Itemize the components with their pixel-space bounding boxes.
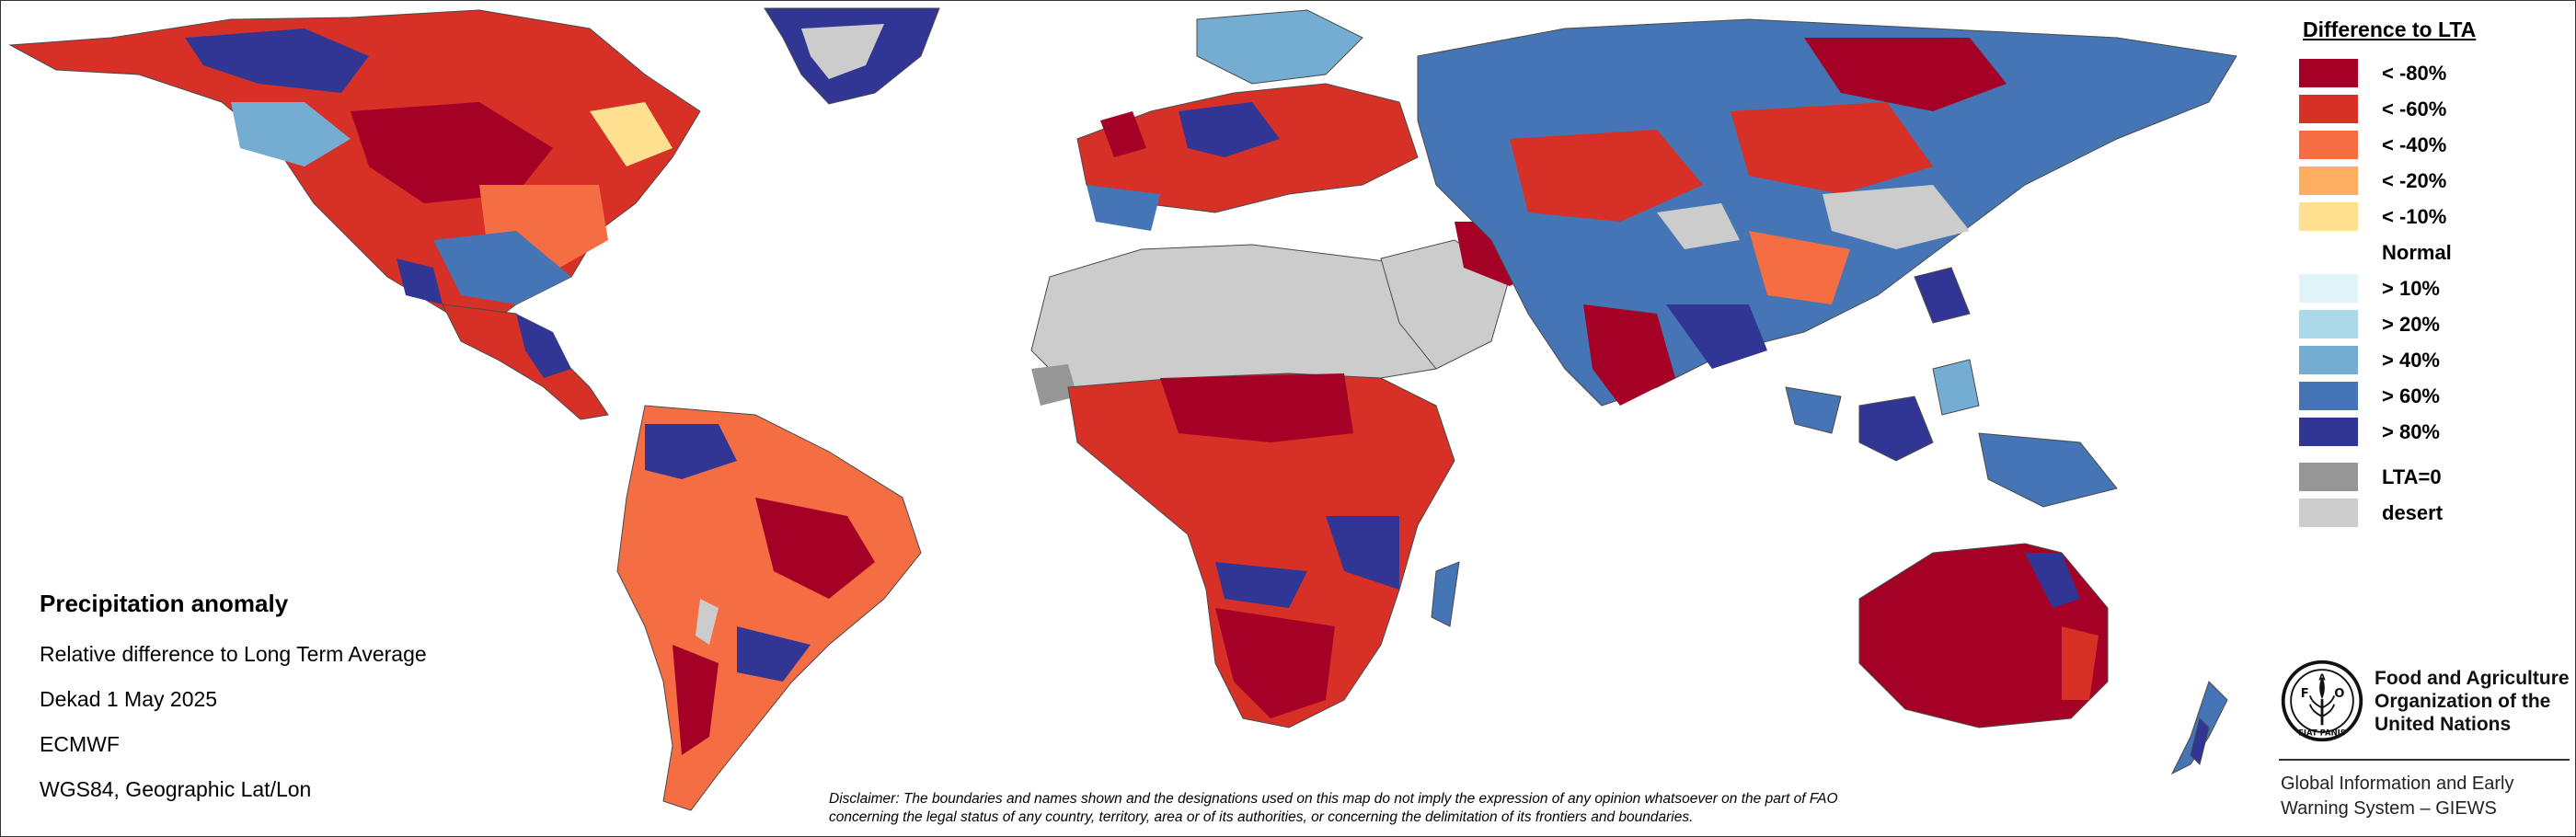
legend-label: > 40% bbox=[2382, 348, 2440, 372]
fao-name: Food and Agriculture Organization of the… bbox=[2375, 667, 2570, 736]
legend-label: < -40% bbox=[2382, 132, 2447, 156]
legend-swatch bbox=[2299, 346, 2358, 374]
legend-item: > 20% bbox=[2299, 306, 2566, 342]
legend-item: > 10% bbox=[2299, 270, 2566, 306]
region-australia bbox=[1858, 543, 2109, 728]
legend: Difference to LTA < -80% < -60% < -40% < -2… bbox=[2299, 17, 2566, 531]
disclaimer: Disclaimer: The boundaries and names sho… bbox=[829, 790, 2172, 827]
legend-item: < -80% bbox=[2299, 55, 2566, 91]
legend-label: > 10% bbox=[2382, 276, 2440, 300]
legend-label: desert bbox=[2382, 500, 2444, 524]
legend-extra-items: LTA=0 desert bbox=[2299, 459, 2566, 531]
legend-label: < -20% bbox=[2382, 168, 2447, 192]
legend-swatch bbox=[2299, 382, 2358, 410]
legend-swatch bbox=[2299, 463, 2358, 491]
legend-item: desert bbox=[2299, 495, 2566, 531]
legend-item: < -10% bbox=[2299, 199, 2566, 235]
legend-item: > 80% bbox=[2299, 414, 2566, 450]
legend-swatch bbox=[2299, 59, 2358, 87]
fao-divider bbox=[2279, 759, 2570, 761]
svg-text:A: A bbox=[2318, 672, 2326, 682]
legend-swatch bbox=[2299, 310, 2358, 338]
giews-name: Global Information and Early Warning Sys… bbox=[2281, 772, 2570, 821]
region-africa bbox=[1030, 244, 1465, 728]
fao-name-line: Food and Agriculture bbox=[2375, 667, 2570, 689]
map-subtitle: Relative difference to Long Term Average bbox=[40, 642, 427, 666]
legend-swatch bbox=[2299, 95, 2358, 123]
giews-line: Global Information and Early bbox=[2281, 774, 2514, 794]
legend-swatch bbox=[2299, 499, 2358, 527]
region-south-america bbox=[616, 405, 922, 811]
legend-swatch bbox=[2299, 166, 2358, 195]
legend-swatch bbox=[2299, 274, 2358, 303]
legend-item: > 40% bbox=[2299, 342, 2566, 378]
map-info-panel: Precipitation anomaly Relative differenc… bbox=[40, 590, 628, 822]
legend-title: Difference to LTA bbox=[2303, 17, 2477, 41]
disclaimer-line: Disclaimer: The boundaries and names sho… bbox=[829, 791, 1838, 807]
region-north-america bbox=[8, 9, 701, 333]
fao-logo-block: F O A FIAT PANIS Food and Agriculture Or… bbox=[2279, 658, 2570, 821]
legend-item: > 60% bbox=[2299, 378, 2566, 414]
legend-items: < -80% < -60% < -40% < -20% < -10% Normal > 10… bbox=[2299, 55, 2566, 450]
legend-swatch bbox=[2299, 418, 2358, 446]
legend-swatch bbox=[2299, 238, 2358, 267]
legend-label: < -60% bbox=[2382, 97, 2447, 120]
legend-label: > 80% bbox=[2382, 419, 2440, 443]
legend-swatch bbox=[2299, 202, 2358, 231]
svg-text:O: O bbox=[2334, 687, 2344, 701]
disclaimer-line: concerning the legal status of any count… bbox=[829, 809, 1694, 825]
giews-line: Warning System – GIEWS bbox=[2281, 798, 2497, 819]
legend-label: > 60% bbox=[2382, 384, 2440, 407]
legend-label: > 20% bbox=[2382, 312, 2440, 336]
legend-item: Normal bbox=[2299, 235, 2566, 270]
map-projection: WGS84, Geographic Lat/Lon bbox=[40, 777, 312, 801]
legend-item: < -20% bbox=[2299, 163, 2566, 199]
fao-name-line: Organization of the bbox=[2375, 690, 2551, 712]
legend-swatch bbox=[2299, 131, 2358, 159]
map-title: Precipitation anomaly bbox=[40, 590, 289, 617]
legend-label: LTA=0 bbox=[2382, 464, 2442, 488]
region-asia bbox=[1417, 18, 2237, 407]
legend-label: < -80% bbox=[2382, 61, 2447, 85]
fao-emblem-icon: F O A FIAT PANIS bbox=[2281, 659, 2363, 742]
svg-text:F: F bbox=[2301, 687, 2309, 701]
legend-label: Normal bbox=[2382, 240, 2452, 264]
legend-item: LTA=0 bbox=[2299, 459, 2566, 495]
world-map bbox=[1, 1, 2273, 836]
svg-text:FIAT PANIS: FIAT PANIS bbox=[2298, 728, 2346, 738]
legend-label: < -10% bbox=[2382, 204, 2447, 228]
fao-name-line: United Nations bbox=[2375, 713, 2512, 735]
map-data-source: ECMWF bbox=[40, 732, 120, 756]
map-period: Dekad 1 May 2025 bbox=[40, 687, 218, 711]
region-southeast-asia bbox=[1785, 267, 2118, 508]
legend-item: < -60% bbox=[2299, 91, 2566, 127]
legend-item: < -40% bbox=[2299, 127, 2566, 163]
region-europe bbox=[1076, 9, 1419, 231]
